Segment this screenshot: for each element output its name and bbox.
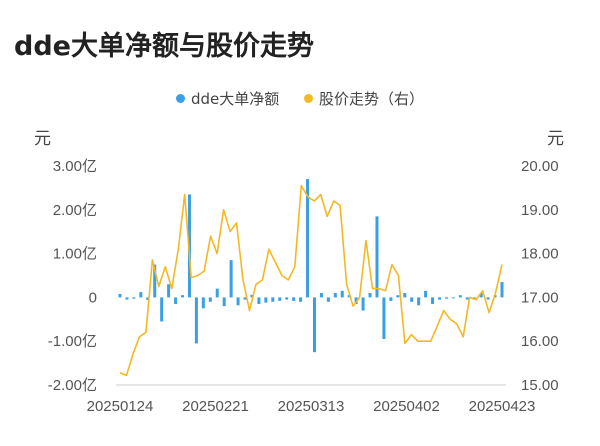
dde-bar bbox=[389, 297, 393, 301]
dde-bar bbox=[174, 297, 178, 304]
dde-bar bbox=[375, 216, 379, 298]
dde-bar bbox=[368, 293, 372, 298]
dde-bar bbox=[285, 297, 289, 300]
dde-bar bbox=[340, 290, 344, 298]
dde-bar bbox=[382, 297, 386, 340]
x-axis-tick-label: 20250313 bbox=[278, 398, 345, 415]
left-axis-tick-label: -1.00亿 bbox=[48, 333, 97, 350]
dde-bar bbox=[465, 297, 469, 300]
dde-bar bbox=[125, 297, 129, 300]
x-axis-tick-label: 20250402 bbox=[373, 398, 440, 415]
dde-bar bbox=[319, 293, 323, 298]
dde-bar bbox=[417, 297, 421, 306]
dde-bar bbox=[292, 297, 296, 301]
left-axis-tick-label: -2.00亿 bbox=[48, 377, 97, 394]
dde-bar bbox=[424, 290, 428, 298]
dde-bar bbox=[451, 297, 455, 299]
dde-bar bbox=[208, 297, 212, 302]
dde-bar bbox=[167, 284, 171, 298]
dde-bar bbox=[264, 297, 268, 303]
dde-bar bbox=[243, 297, 247, 300]
right-axis-tick-label: 18.00 bbox=[521, 246, 559, 263]
dde-bar bbox=[403, 293, 407, 298]
dde-bar bbox=[479, 293, 483, 298]
chart-title: dde大单净额与股价走势 bbox=[14, 31, 314, 62]
x-axis-tick-label: 20250423 bbox=[469, 398, 536, 415]
dde-bar bbox=[396, 295, 400, 298]
dde-bar bbox=[257, 297, 261, 304]
dde-bar bbox=[278, 297, 282, 301]
right-axis-tick-label: 20.00 bbox=[521, 158, 559, 175]
dde-bar bbox=[361, 297, 365, 311]
left-axis-tick-label: 0 bbox=[89, 289, 97, 306]
left-axis-tick-label: 3.00亿 bbox=[53, 158, 97, 175]
x-axis-tick-label: 20250124 bbox=[87, 398, 154, 415]
legend-line-swatch bbox=[304, 94, 314, 103]
left-axis-unit: 元 bbox=[34, 129, 51, 149]
dde-bar bbox=[194, 297, 198, 344]
price-line bbox=[119, 184, 503, 377]
dde-bar bbox=[444, 297, 448, 299]
dde-bar bbox=[312, 297, 316, 353]
dde-bar bbox=[486, 297, 490, 300]
legend: dde大单净额 股价走势（右） bbox=[0, 88, 600, 109]
dde-bar bbox=[215, 288, 219, 298]
dde-bar bbox=[347, 295, 351, 298]
dde-bar bbox=[229, 260, 233, 298]
dde-bar bbox=[153, 264, 157, 298]
dde-bar bbox=[118, 293, 122, 298]
right-axis-unit: 元 bbox=[547, 129, 564, 149]
dde-bar bbox=[299, 297, 303, 302]
x-axis-tick-label: 20250221 bbox=[182, 398, 249, 415]
right-axis-tick-label: 19.00 bbox=[521, 202, 559, 219]
left-axis-tick-label: 2.00亿 bbox=[53, 202, 97, 219]
legend-item-line[interactable]: 股价走势（右） bbox=[304, 88, 424, 109]
dde-bar bbox=[132, 297, 136, 299]
dde-bar bbox=[437, 297, 441, 300]
dde-bar bbox=[431, 297, 435, 304]
legend-bar-label: dde大单净额 bbox=[190, 90, 280, 108]
legend-line-label: 股价走势（右） bbox=[319, 90, 425, 108]
dde-bar bbox=[326, 297, 330, 302]
dde-bar bbox=[181, 295, 185, 298]
dde-bar bbox=[333, 293, 337, 298]
dde-bar bbox=[160, 297, 164, 322]
dde-bar bbox=[222, 297, 226, 307]
dde-bar bbox=[201, 297, 205, 309]
dde-bar bbox=[354, 297, 358, 304]
legend-bar-swatch bbox=[175, 94, 185, 103]
dde-bar bbox=[500, 282, 504, 298]
dde-bar bbox=[458, 295, 462, 298]
dde-bar bbox=[146, 297, 150, 301]
legend-item-bar[interactable]: dde大单净额 bbox=[175, 88, 280, 109]
dde-bar bbox=[236, 297, 240, 306]
right-axis-tick-label: 17.00 bbox=[521, 289, 559, 306]
dde-bar bbox=[139, 292, 143, 298]
dde-bar bbox=[250, 294, 254, 298]
right-axis-tick-label: 15.00 bbox=[521, 377, 559, 394]
right-axis-tick-label: 16.00 bbox=[521, 333, 559, 350]
dde-bar bbox=[271, 297, 275, 302]
dde-bar bbox=[410, 297, 414, 302]
left-axis-tick-label: 1.00亿 bbox=[53, 246, 97, 263]
dde-bar bbox=[306, 179, 310, 298]
